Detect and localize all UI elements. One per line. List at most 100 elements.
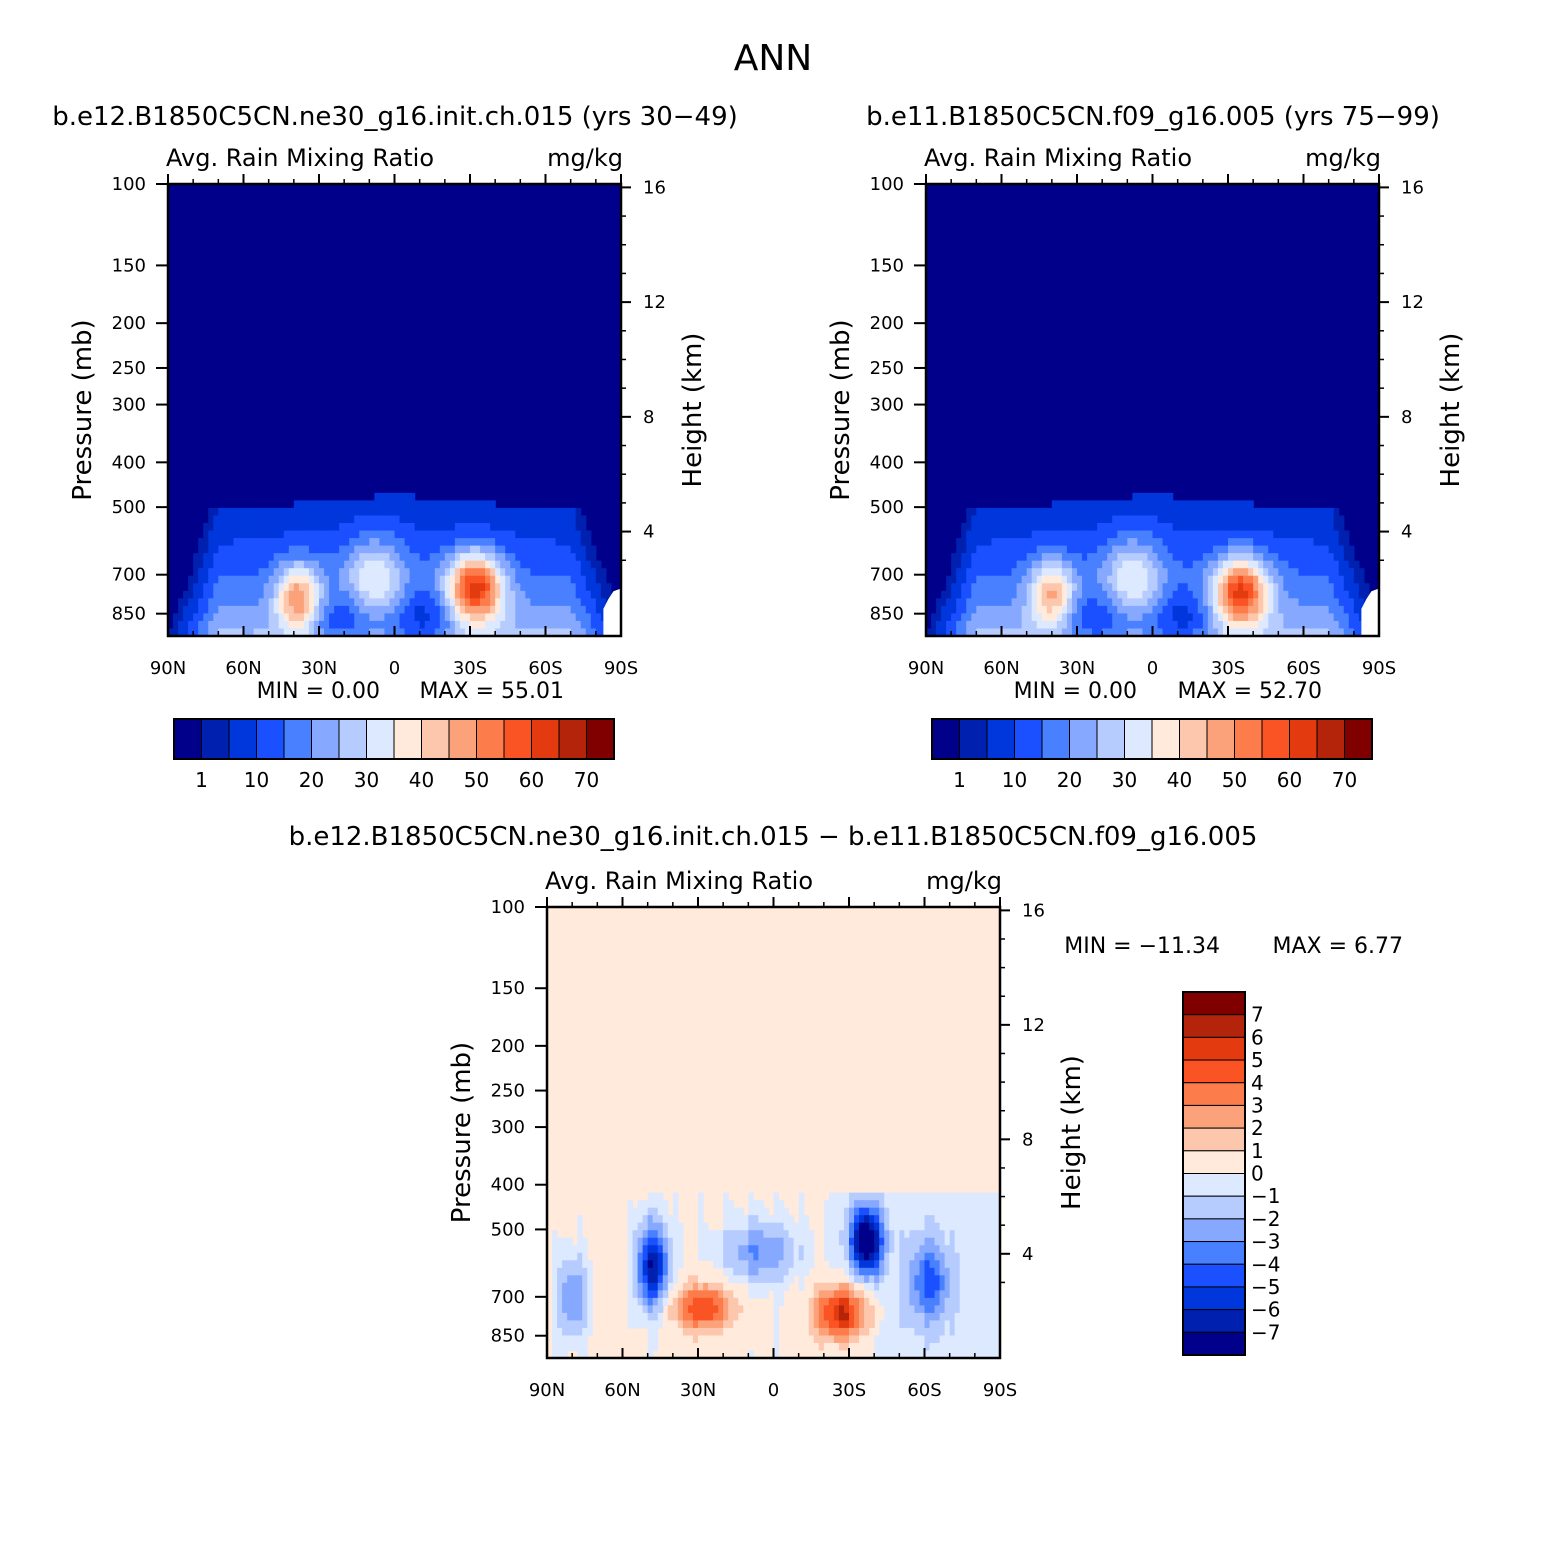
- contour-cell: [540, 628, 547, 636]
- contour-cell: [1011, 560, 1018, 569]
- contour-cell: [1197, 605, 1204, 614]
- contour-cell: [647, 1335, 654, 1344]
- contour-cell: [1147, 628, 1154, 636]
- contour-cell: [969, 1207, 976, 1216]
- contour-cell: [485, 507, 491, 517]
- contour-cell: [293, 620, 300, 630]
- contour-cell: [434, 560, 441, 569]
- contour-cell: [1263, 545, 1269, 554]
- contour-cell: [899, 1245, 905, 1254]
- contour-cell: [854, 1245, 860, 1254]
- contour-field: [168, 184, 621, 636]
- colorbar-label: 4: [1251, 1071, 1264, 1095]
- contour-cell: [525, 598, 531, 607]
- contour-cell: [979, 1290, 986, 1299]
- height-tick-label: 16: [643, 177, 666, 198]
- height-tick-label: 8: [1401, 407, 1412, 428]
- contour-cell: [577, 1252, 583, 1261]
- contour-cell: [1157, 492, 1164, 501]
- contour-cell: [585, 590, 592, 599]
- contour-cell: [419, 515, 426, 524]
- contour-cell: [924, 1320, 931, 1329]
- variable-label: Avg. Rain Mixing Ratio: [924, 144, 1192, 172]
- contour-cell: [565, 590, 572, 599]
- contour-cell: [334, 628, 340, 636]
- contour-cell: [652, 1275, 659, 1284]
- contour-cell: [743, 1237, 749, 1246]
- contour-cell: [778, 1200, 785, 1209]
- contour-cell: [843, 1342, 850, 1352]
- contour-cell: [1268, 530, 1274, 539]
- contour-cell: [1071, 628, 1078, 636]
- contour-cell: [303, 553, 310, 562]
- contour-cell: [1303, 575, 1310, 584]
- contour-cell: [944, 1275, 951, 1284]
- contour-cell: [520, 620, 526, 630]
- contour-cell: [213, 530, 219, 539]
- contour-cell: [708, 1305, 714, 1314]
- contour-cell: [1066, 568, 1073, 577]
- contour-cell: [530, 515, 537, 524]
- contour-cell: [298, 620, 305, 630]
- contour-cell: [1248, 500, 1254, 509]
- contour-cell: [1117, 530, 1123, 539]
- contour-cell: [996, 613, 1003, 622]
- contour-cell: [1187, 560, 1194, 569]
- contour-cell: [1167, 628, 1174, 636]
- contour-cell: [1353, 560, 1360, 569]
- contour-cell: [268, 507, 275, 517]
- contour-cell: [535, 507, 542, 517]
- contour-cell: [1177, 500, 1184, 509]
- contour-cell: [1243, 523, 1249, 532]
- contour-cell: [585, 605, 592, 614]
- contour-cell: [904, 1350, 910, 1358]
- contour-cell: [540, 538, 547, 547]
- contour-cell: [986, 590, 993, 599]
- contour-cell: [399, 560, 406, 569]
- contour-cell: [233, 507, 240, 517]
- contour-cell: [577, 1350, 583, 1358]
- contour-cell: [843, 1327, 850, 1337]
- contour-cell: [934, 1260, 941, 1269]
- contour-cell: [692, 1335, 699, 1344]
- contour-cell: [349, 613, 355, 622]
- contour-cell: [495, 560, 501, 569]
- contour-cell: [1308, 545, 1315, 554]
- contour-cell: [1258, 613, 1264, 622]
- contour-cell: [359, 620, 365, 630]
- contour-cell: [964, 1312, 971, 1322]
- contour-cell: [849, 1200, 855, 1209]
- contour-cell: [1137, 530, 1144, 539]
- contour-cell: [1071, 568, 1078, 577]
- contour-cell: [971, 515, 977, 524]
- contour-cell: [672, 1260, 679, 1269]
- contour-cell: [243, 568, 250, 577]
- height-tick-label: 8: [1022, 1129, 1033, 1150]
- contour-cell: [763, 1237, 770, 1246]
- contour-cell: [1056, 553, 1063, 562]
- contour-cell: [1082, 613, 1088, 622]
- contour-cell: [439, 515, 446, 524]
- contour-cell: [979, 1305, 986, 1314]
- contour-cell: [692, 1320, 699, 1329]
- contour-cell: [1293, 560, 1300, 569]
- contour-cell: [994, 1275, 1000, 1284]
- contour-cell: [884, 1305, 890, 1314]
- contour-cell: [1172, 523, 1179, 532]
- contour-cell: [567, 1237, 573, 1246]
- contour-cell: [808, 1335, 815, 1344]
- contour-cell: [1258, 530, 1264, 539]
- contour-cell: [753, 1207, 759, 1216]
- contour-cell: [562, 1350, 568, 1358]
- contour-cell: [414, 507, 421, 517]
- height-tick-label: 4: [1401, 522, 1412, 543]
- contour-cell: [1298, 613, 1305, 622]
- contour-cell: [1112, 545, 1118, 554]
- contour-cell: [859, 1260, 865, 1269]
- contour-cell: [577, 1297, 583, 1306]
- contour-cell: [520, 575, 526, 584]
- contour-cell: [1348, 575, 1355, 584]
- contour-cell: [1132, 620, 1138, 630]
- contour-cell: [1071, 583, 1078, 592]
- contour-cell: [1167, 605, 1174, 614]
